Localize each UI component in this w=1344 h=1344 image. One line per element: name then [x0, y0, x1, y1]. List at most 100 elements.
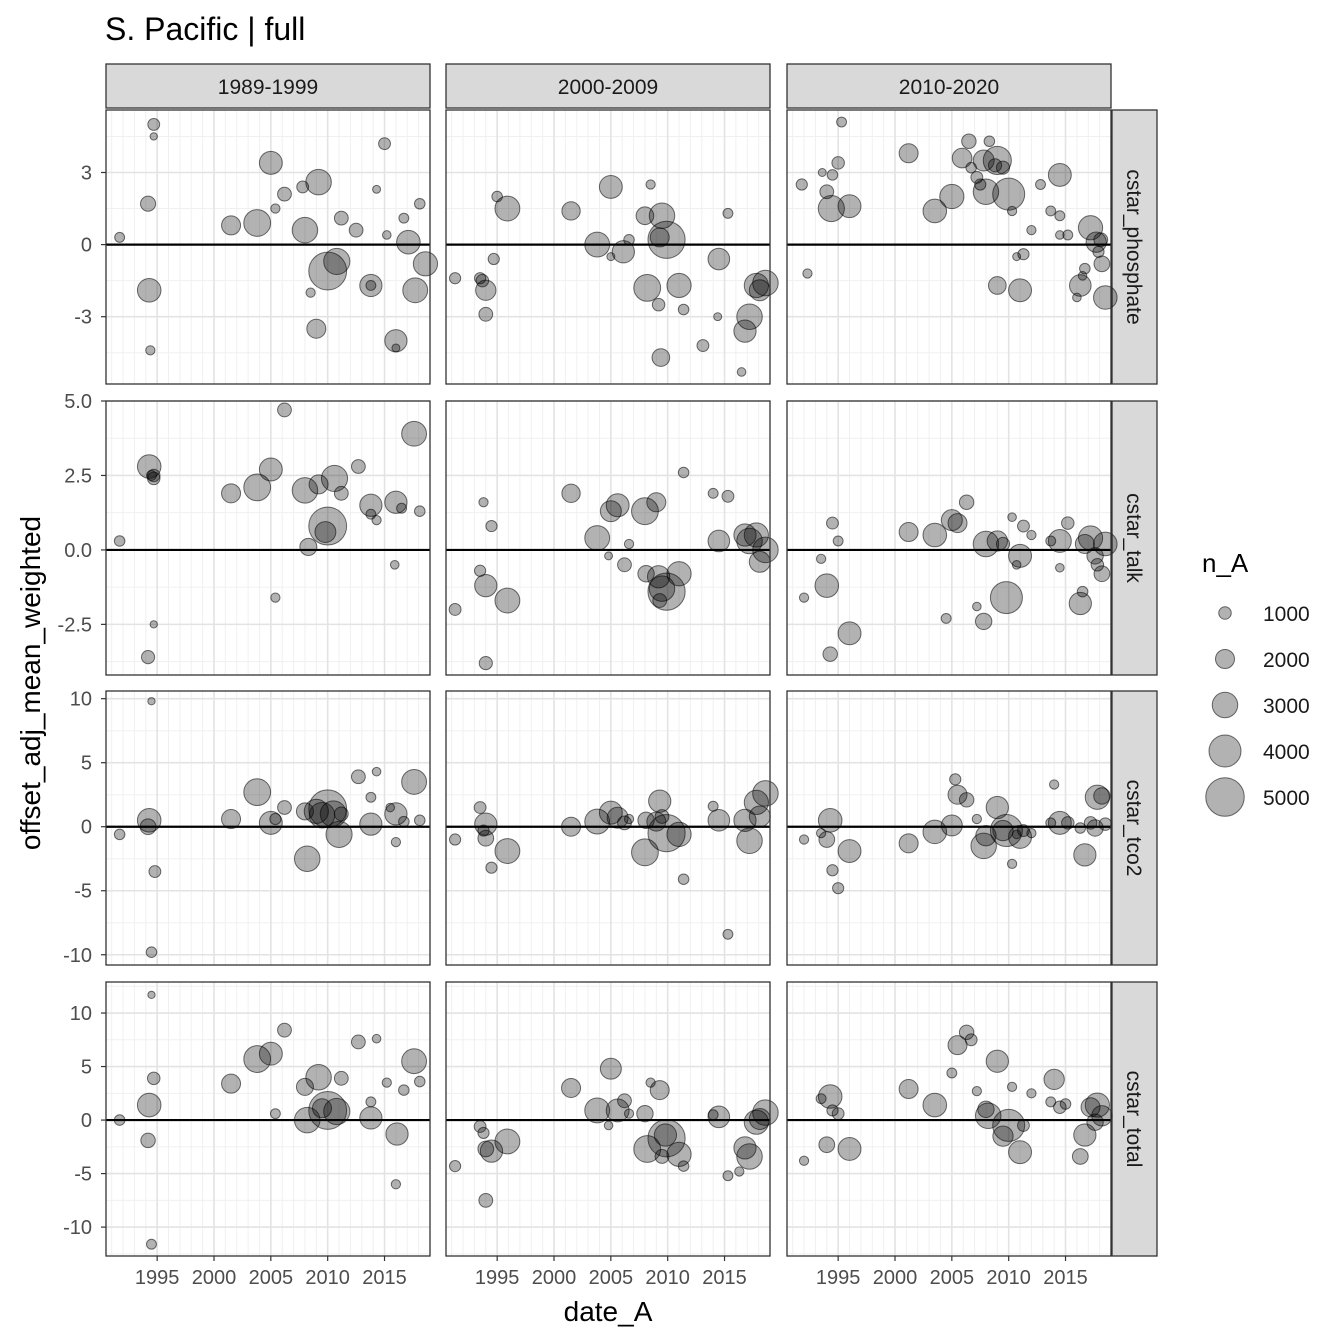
data-point: [306, 318, 327, 339]
legend-key-background: [1203, 683, 1247, 727]
x-tick-label: 2010: [645, 1267, 690, 1289]
data-point: [898, 833, 919, 854]
row-strip-label: cstar_talk: [1122, 493, 1145, 583]
data-point: [947, 1035, 968, 1056]
data-point: [359, 1106, 383, 1130]
data-point: [413, 1075, 426, 1088]
data-point: [494, 838, 521, 864]
data-point: [733, 523, 757, 547]
panel-border: [105, 400, 431, 676]
data-point: [1026, 827, 1037, 839]
data-point: [384, 490, 408, 514]
data-point: [1093, 565, 1111, 583]
data-point: [1026, 1088, 1037, 1099]
facet-panel: [786, 400, 1118, 676]
data-point: [140, 1132, 156, 1149]
data-point: [677, 1160, 690, 1172]
column-strip: [105, 63, 431, 109]
legend-key-point: [1218, 606, 1232, 620]
row-strip: [1111, 109, 1158, 385]
data-point: [961, 133, 977, 149]
data-point: [677, 466, 690, 479]
row-strip-label: cstar_total: [1122, 1071, 1145, 1168]
data-point: [413, 505, 426, 517]
panel-border: [786, 400, 1112, 676]
row-strip: [1111, 690, 1158, 966]
data-point: [972, 601, 982, 612]
data-point: [147, 117, 161, 131]
data-point: [113, 1114, 126, 1126]
data-point: [1011, 829, 1022, 840]
panel-border: [445, 400, 771, 676]
data-point: [898, 143, 919, 164]
data-point: [584, 1097, 611, 1124]
column-strip-label: 2010-2020: [899, 76, 999, 99]
data-point: [385, 1122, 409, 1146]
legend-key-label: 2000: [1263, 649, 1310, 672]
data-point: [815, 553, 827, 564]
data-point: [666, 272, 692, 299]
data-point: [308, 474, 329, 495]
panel-background: [446, 110, 770, 384]
data-point: [647, 220, 686, 259]
data-point: [1017, 519, 1030, 533]
data-point: [448, 1159, 462, 1173]
data-point: [114, 231, 126, 243]
data-point: [1006, 1081, 1018, 1093]
data-point: [1093, 255, 1111, 273]
data-point: [365, 280, 377, 291]
data-point: [308, 1091, 348, 1130]
data-point: [1069, 274, 1092, 297]
data-point: [837, 194, 862, 219]
y-tick-label: 0: [81, 1110, 92, 1132]
chart-title: S. Pacific | full: [105, 11, 305, 47]
facet-panel: [786, 981, 1113, 1257]
data-point: [818, 1136, 836, 1154]
x-tick-label: 2005: [249, 1267, 294, 1289]
x-tick-label: 2015: [1043, 1267, 1088, 1289]
data-point: [561, 1077, 582, 1098]
data-point: [325, 820, 353, 848]
data-point: [305, 287, 316, 298]
x-tick-label: 1995: [135, 1267, 180, 1289]
legend-key-label: 3000: [1263, 695, 1310, 718]
data-point: [982, 145, 1012, 176]
facet-panel: [445, 109, 779, 385]
data-point: [1026, 225, 1037, 236]
data-point: [146, 1071, 161, 1086]
data-point: [1090, 558, 1105, 572]
data-point: [412, 251, 439, 277]
y-tick-label: -10: [63, 945, 92, 967]
data-point: [647, 1119, 686, 1158]
data-point: [826, 864, 839, 877]
data-point: [599, 1057, 622, 1080]
data-point: [378, 137, 391, 151]
data-point: [633, 273, 662, 302]
data-point: [666, 1141, 692, 1167]
data-point: [1098, 817, 1113, 831]
data-point: [802, 268, 813, 279]
data-point: [1043, 1068, 1065, 1091]
data-point: [293, 845, 321, 872]
data-point: [817, 194, 845, 223]
x-tick-label: 1995: [475, 1267, 520, 1289]
data-point: [707, 809, 731, 832]
data-point: [1008, 1140, 1033, 1165]
data-point: [147, 697, 156, 706]
data-point: [1086, 1113, 1104, 1131]
data-point: [1076, 585, 1089, 598]
facet-panel: [445, 981, 779, 1257]
legend-key-point: [1208, 734, 1242, 768]
facet-panel: [786, 109, 1118, 385]
row-strip-label: cstar_tco2: [1122, 780, 1145, 877]
y-tick-label: -5: [74, 881, 92, 903]
data-point: [814, 573, 840, 598]
panel-border: [105, 109, 431, 385]
data-point: [243, 1045, 272, 1073]
data-point: [666, 561, 692, 587]
data-point: [1062, 229, 1074, 241]
data-point: [1084, 784, 1110, 810]
data-point: [291, 477, 319, 504]
data-point: [1045, 205, 1057, 217]
data-point: [113, 535, 126, 547]
